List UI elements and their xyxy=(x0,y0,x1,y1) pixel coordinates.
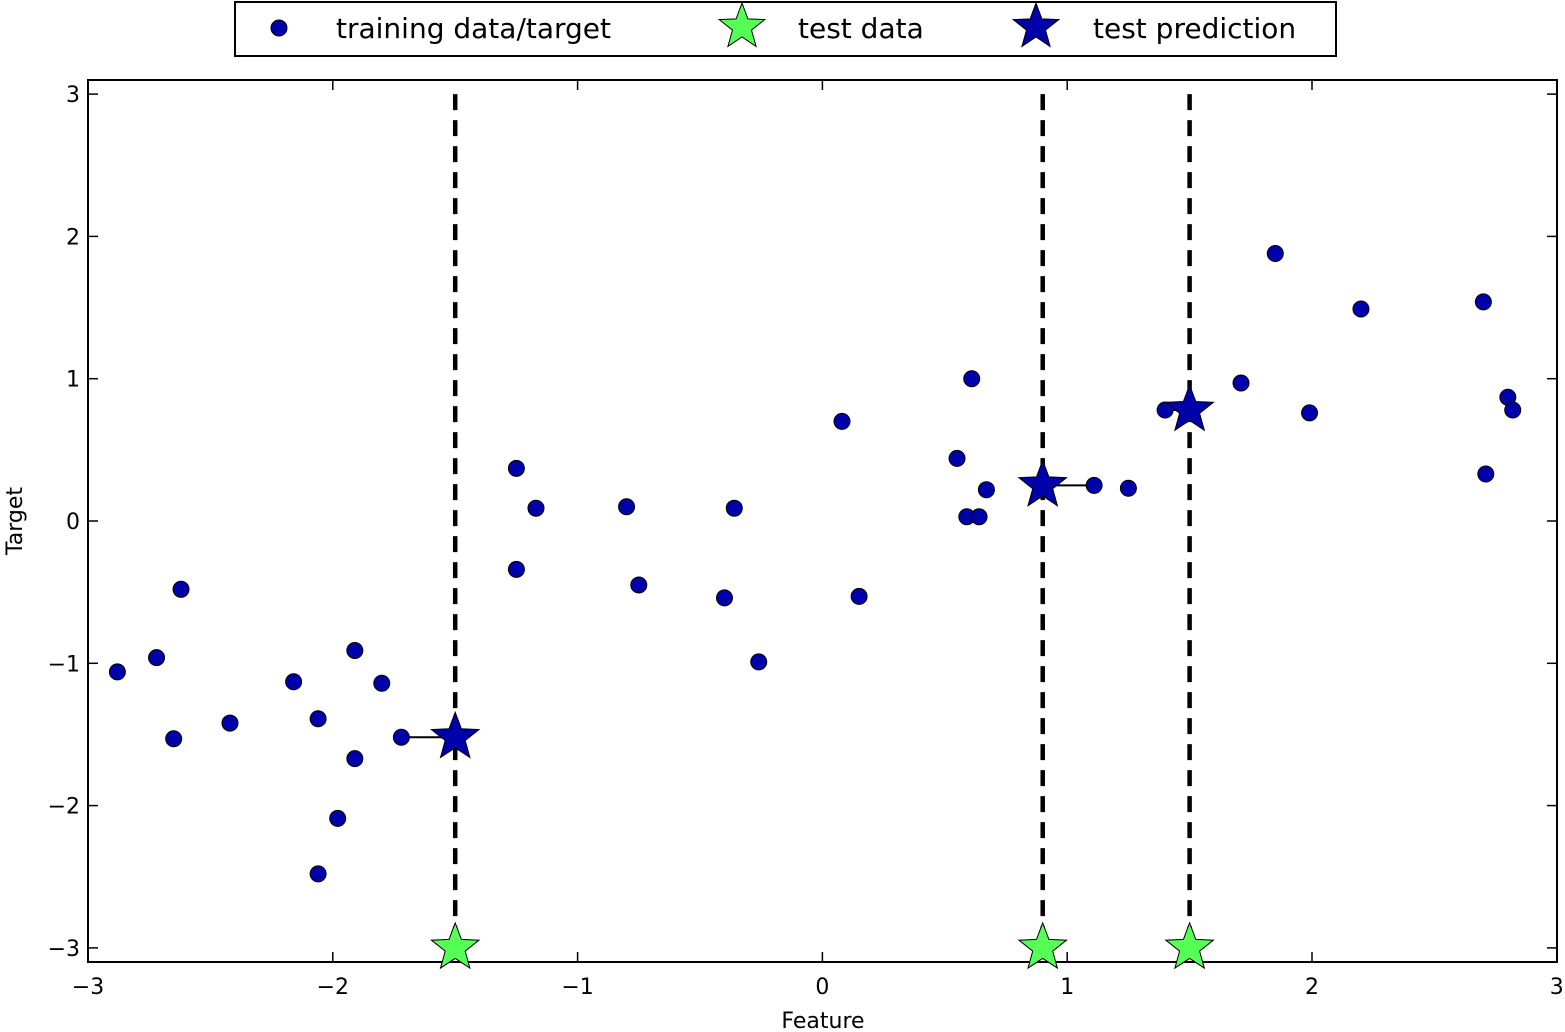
training-point xyxy=(977,481,995,499)
x-tick-label: 0 xyxy=(815,975,829,1000)
x-tick-label: −3 xyxy=(72,975,104,1000)
test-data-star xyxy=(1164,921,1215,970)
x-tick-label: 2 xyxy=(1305,975,1319,1000)
training-point xyxy=(1352,300,1370,318)
x-tick-label: 3 xyxy=(1550,975,1564,1000)
y-tick-label: −2 xyxy=(48,795,80,820)
x-tick-label: −2 xyxy=(317,975,349,1000)
legend-label-training: training data/target xyxy=(336,12,611,45)
legend-label-test-prediction: test prediction xyxy=(1093,12,1296,45)
x-tick-label: 1 xyxy=(1060,975,1074,1000)
x-tick-label: −1 xyxy=(561,975,593,1000)
training-point xyxy=(346,641,364,659)
legend: training data/target test data test pred… xyxy=(234,1,1337,57)
training-point xyxy=(285,673,303,691)
training-point xyxy=(1301,404,1319,422)
training-point xyxy=(392,728,410,746)
y-axis: −3 −2 −1 0 1 2 3 xyxy=(48,83,1557,962)
training-point xyxy=(618,498,636,516)
training-point xyxy=(346,750,364,768)
training-point xyxy=(833,412,851,430)
x-axis-label: Feature xyxy=(781,1009,864,1032)
legend-marker-test-prediction xyxy=(1011,1,1061,48)
test-data-star xyxy=(1017,921,1068,970)
training-point xyxy=(850,587,868,605)
y-tick-label: 2 xyxy=(66,225,80,250)
plot-frame xyxy=(87,79,1558,963)
legend-frame xyxy=(234,1,1337,57)
training-point xyxy=(1474,293,1492,311)
training-point xyxy=(507,560,525,578)
training-point xyxy=(165,730,183,748)
training-point xyxy=(329,809,347,827)
training-point xyxy=(373,674,391,692)
plot-area xyxy=(87,79,1558,970)
training-point xyxy=(725,499,743,517)
test-prediction-star xyxy=(430,710,481,759)
training-point xyxy=(963,370,981,388)
training-point xyxy=(1085,476,1103,494)
legend-marker-test-data xyxy=(717,1,767,48)
training-point xyxy=(970,508,988,526)
test-data-star xyxy=(430,921,481,970)
y-tick-label: −1 xyxy=(48,652,80,677)
training-point xyxy=(1477,465,1495,483)
test-prediction-star xyxy=(1017,458,1068,507)
x-axis: −3 −2 −1 0 1 2 3 xyxy=(72,80,1564,1000)
y-tick-label: 0 xyxy=(66,510,80,535)
training-point xyxy=(172,580,190,598)
y-tick-label: 3 xyxy=(66,83,80,108)
training-point xyxy=(148,649,166,667)
training-point xyxy=(221,714,239,732)
training-point xyxy=(527,499,545,517)
training-point xyxy=(1232,374,1250,392)
training-point xyxy=(750,653,768,671)
test-prediction-star xyxy=(1164,383,1215,432)
legend-marker-training xyxy=(270,19,288,37)
training-point xyxy=(630,576,648,594)
legend-label-test-data: test data xyxy=(798,12,924,45)
training-point xyxy=(309,710,327,728)
y-axis-label: Target xyxy=(3,487,28,556)
training-point xyxy=(1266,244,1284,262)
training-point xyxy=(309,865,327,883)
training-point xyxy=(1119,479,1137,497)
y-tick-label: 1 xyxy=(66,368,80,393)
training-point xyxy=(715,589,733,607)
training-point xyxy=(948,449,966,467)
training-point xyxy=(1504,401,1522,419)
training-point xyxy=(507,459,525,477)
y-tick-label: −3 xyxy=(48,937,80,962)
training-point xyxy=(108,663,126,681)
